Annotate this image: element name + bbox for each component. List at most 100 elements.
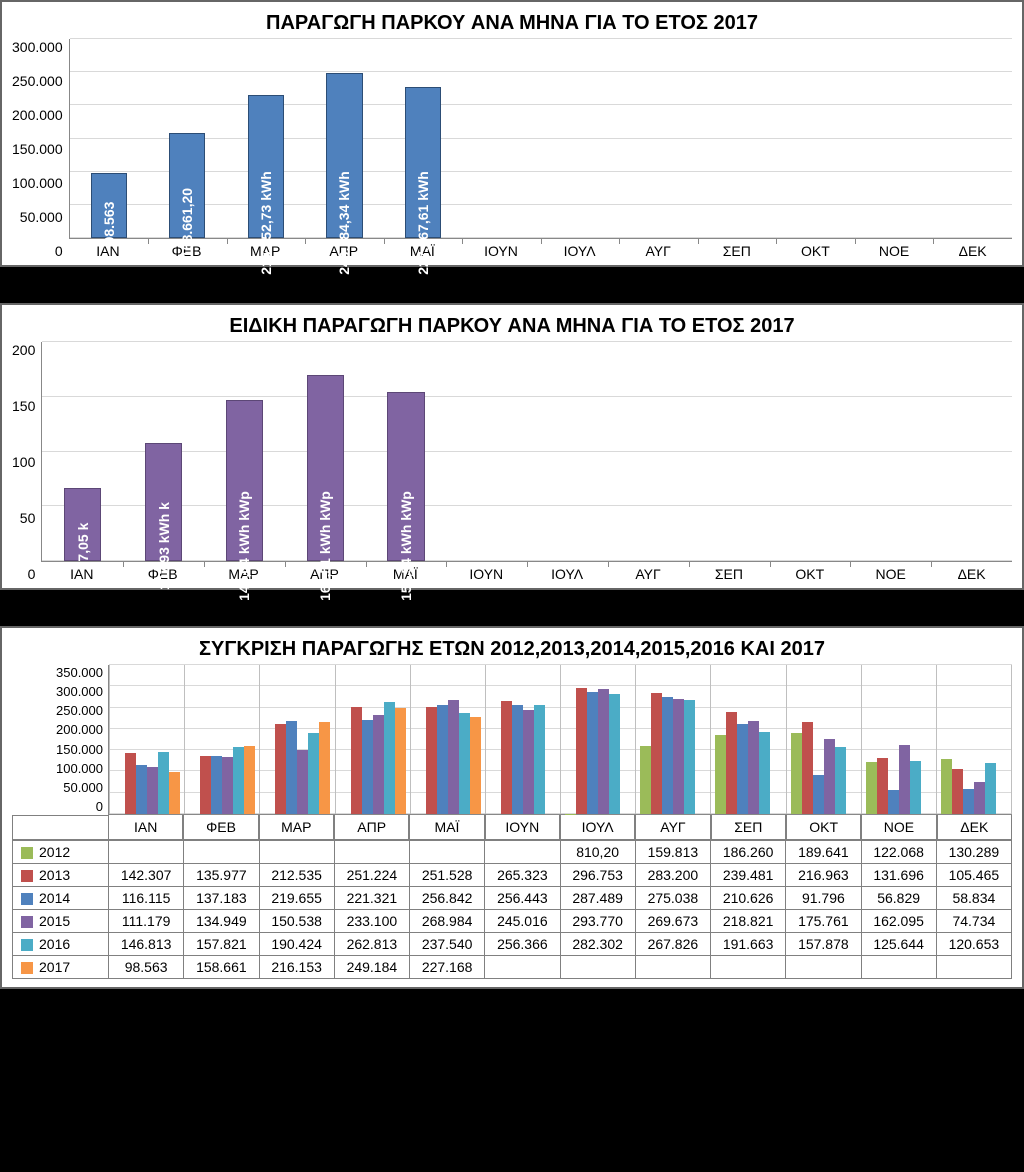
data-cell: 142.307 [109, 864, 184, 887]
grouped-bar [384, 702, 395, 814]
chart3-y-axis: 350.000300.000250.000200.000150.000100.0… [41, 665, 103, 814]
bar-slot [855, 39, 934, 238]
bar-slot [776, 39, 855, 238]
bar-value-label: 227.167,61 kWh [415, 171, 431, 275]
data-cell: 237.540 [410, 933, 485, 956]
x-tick-label: ΜΑΡ [259, 815, 334, 840]
x-tick-label: ΝΟΕ [855, 243, 934, 259]
y-tick-label: 0 [55, 243, 63, 259]
y-tick-label: 200.000 [12, 107, 63, 123]
data-cell: 251.528 [410, 864, 485, 887]
grouped-bar [866, 762, 877, 814]
bar: 169,51 kWh kWp [307, 375, 344, 561]
grouped-bar [448, 700, 459, 815]
x-tick-label: ΙΟΥΛ [560, 815, 635, 840]
grouped-bar [437, 705, 448, 814]
grouped-bar [576, 688, 587, 814]
y-tick-label: 150.000 [12, 141, 63, 157]
data-cell: 175.761 [786, 910, 861, 933]
year-label: 2015 [39, 913, 70, 929]
bar-slot: 147,04 kWh kWp [204, 342, 285, 561]
data-cell: 105.465 [936, 864, 1011, 887]
grouped-bar [373, 715, 384, 814]
y-tick-label: 150 [12, 398, 35, 414]
grouped-bar [609, 694, 620, 814]
grouped-bar [200, 756, 211, 814]
grouped-bar [147, 767, 158, 814]
bar-slot: 249.184,34 kWh [305, 39, 384, 238]
grouped-bar [726, 712, 737, 814]
grouped-bar [362, 720, 373, 814]
grouped-bar [952, 769, 963, 814]
table-row: 2016146.813157.821190.424262.813237.5402… [13, 933, 1012, 956]
data-cell: 296.753 [560, 864, 635, 887]
data-cell: 56.829 [861, 887, 936, 910]
grouped-bar [651, 693, 662, 814]
data-cell: 283.200 [635, 864, 710, 887]
data-cell: 210.626 [711, 887, 786, 910]
x-tick-label: ΙΑΝ [69, 243, 148, 259]
grouped-bar [297, 750, 308, 814]
bar: 216.152,73 kWh [248, 95, 284, 238]
bar-value-label: 169,51 kWh kWp [317, 491, 333, 601]
legend-swatch [21, 847, 33, 859]
bar: 147,04 kWh kWp [226, 400, 263, 561]
bar-slot: 227.167,61 kWh [384, 39, 463, 238]
x-tick-label: ΙΑΝ [108, 815, 183, 840]
grouped-bar [888, 790, 899, 814]
data-cell: 91.796 [786, 887, 861, 910]
bar-value-label: 216.152,73 kWh [258, 171, 274, 275]
chart3-plot: 350.000300.000250.000200.000150.000100.0… [108, 665, 1012, 815]
data-cell [711, 956, 786, 979]
data-cell: 233.100 [334, 910, 409, 933]
data-cell: 249.184 [334, 956, 409, 979]
data-cell: 256.366 [485, 933, 560, 956]
x-tick-label: ΟΚΤ [786, 815, 861, 840]
grouped-bar [791, 733, 802, 814]
grouped-bar [824, 739, 835, 814]
y-tick-label: 50.000 [63, 780, 103, 795]
bar-slot [850, 342, 931, 561]
data-cell: 251.224 [334, 864, 409, 887]
data-cell: 134.949 [184, 910, 259, 933]
data-cell: 98.563 [109, 956, 184, 979]
y-tick-label: 100.000 [56, 761, 103, 776]
data-cell [184, 841, 259, 864]
grouped-bar-slot [787, 665, 862, 814]
data-cell: 186.260 [711, 841, 786, 864]
data-cell [485, 956, 560, 979]
grouped-bar [169, 772, 180, 814]
y-tick-label: 250.000 [12, 73, 63, 89]
data-cell: 256.842 [410, 887, 485, 910]
grouped-bar [426, 707, 437, 814]
data-cell: 130.289 [936, 841, 1011, 864]
chart1-title: ΠΑΡΑΓΩΓΗ ΠΑΡΚΟΥ ANA ΜΗΝΑ ΓΙΑ ΤΟ ΕΤΟΣ 201… [2, 2, 1022, 39]
grouped-bar [523, 710, 534, 814]
x-tick-label: ΔΕΚ [933, 243, 1012, 259]
year-cell: 2012 [13, 841, 109, 864]
bar-slot [619, 39, 698, 238]
x-tick-label: ΙΟΥΛ [527, 566, 608, 582]
data-cell [936, 956, 1011, 979]
chart2-title: ΕΙΔΙΚΗ ΠΑΡΑΓΩΓΗ ΠΑΡΚΟΥ ANA ΜΗΝΑ ΓΙΑ ΤΟ Ε… [2, 305, 1022, 342]
grouped-bar [835, 747, 846, 814]
data-cell: 216.963 [786, 864, 861, 887]
chart2-plot: 67,05 k107,93 kWh k147,04 kWh kWp169,51 … [41, 342, 1012, 562]
legend-swatch [21, 939, 33, 951]
bar-slot: 158.661,20 [148, 39, 227, 238]
grouped-bar-slot [486, 665, 561, 814]
data-cell: 287.489 [560, 887, 635, 910]
bar: 249.184,34 kWh [326, 73, 362, 238]
bar-value-label: 158.661,20 [179, 188, 195, 258]
y-tick-label: 0 [96, 799, 103, 814]
bar: 158.661,20 [169, 133, 205, 238]
grouped-bar [748, 721, 759, 814]
data-cell: 111.179 [109, 910, 184, 933]
data-cell [485, 841, 560, 864]
bar-slot [527, 342, 608, 561]
grouped-bar-slot [862, 665, 937, 814]
chart1-y-axis: 300.000250.000200.000150.000100.00050.00… [12, 39, 69, 259]
grouped-bar [737, 724, 748, 814]
grouped-bar [459, 713, 470, 814]
x-tick-label: ΣΕΠ [711, 815, 786, 840]
